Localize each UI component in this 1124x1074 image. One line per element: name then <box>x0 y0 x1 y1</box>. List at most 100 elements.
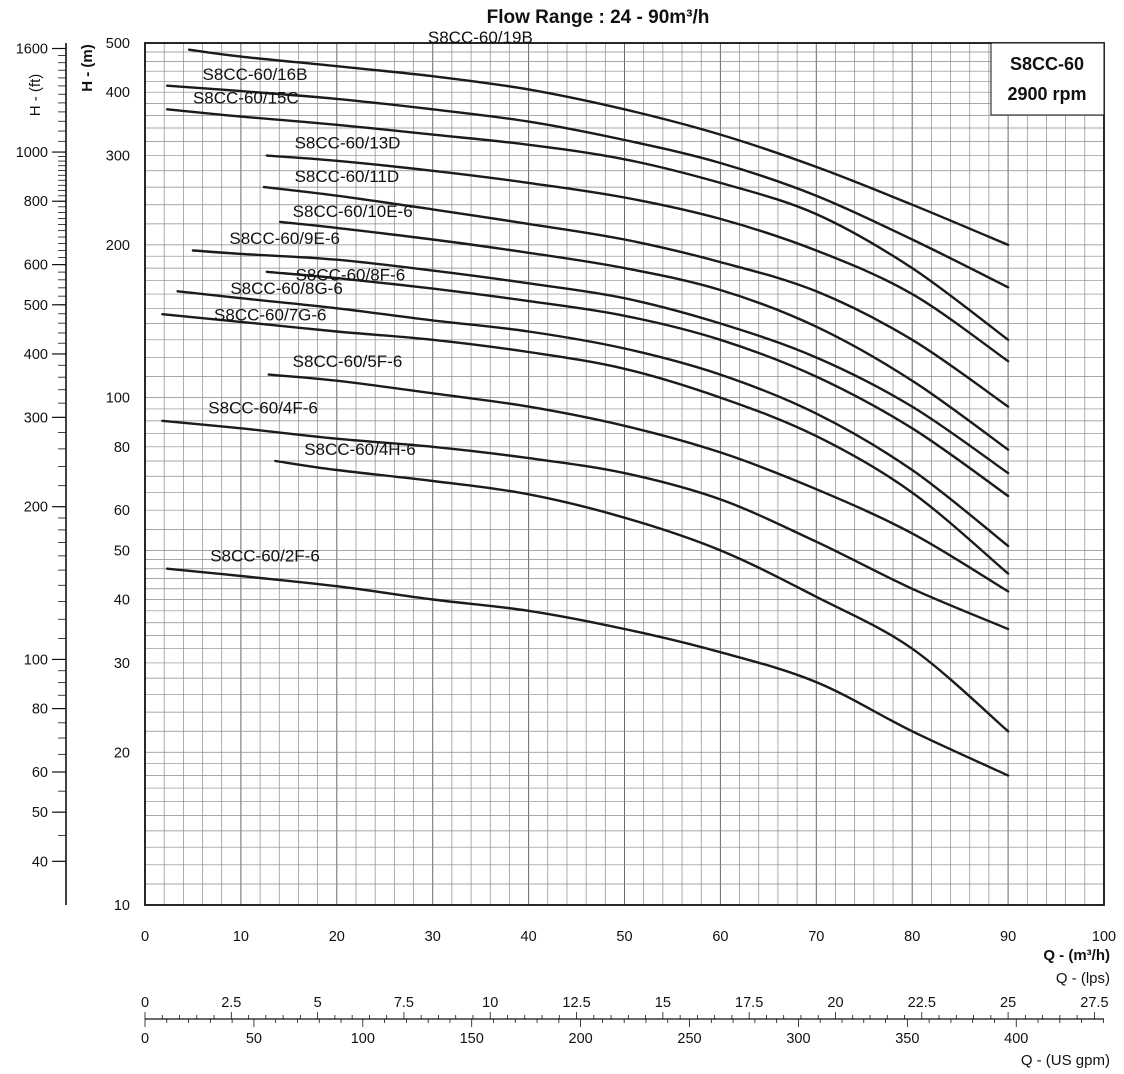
ft-tick-label: 100 <box>24 652 48 668</box>
ft-tick-label: 400 <box>24 347 48 363</box>
curve-label: S8CC-60/2F-6 <box>210 547 320 566</box>
lps-tick-label: 0 <box>141 995 149 1011</box>
y-tick-label: 60 <box>114 503 130 519</box>
secondary-axis-minor-ticks <box>144 1012 1104 1027</box>
speed-label: 2900 rpm <box>1007 84 1086 104</box>
lps-tick-label: 25 <box>1000 995 1016 1011</box>
gpm-axis-ticks: 0 50 100 150 200 250 300 350 400 <box>141 1031 1028 1047</box>
y-tick-label: 30 <box>114 656 130 672</box>
chart-title: Flow Range : 24 - 90m³/h <box>487 7 710 28</box>
gpm-tick-label: 350 <box>895 1031 919 1047</box>
y-tick-label: 20 <box>114 745 130 761</box>
x-tick-label: 90 <box>1000 929 1016 945</box>
y-tick-label: 100 <box>106 391 130 407</box>
x-tick-label: 100 <box>1092 929 1116 945</box>
y-axis-ticks: 10 20 30 40 50 60 80 100 200 300 400 500 <box>106 36 130 914</box>
curve-label: S8CC-60/11D <box>295 167 400 186</box>
y-tick-label: 200 <box>106 238 130 254</box>
gpm-tick-label: 300 <box>786 1031 810 1047</box>
gpm-tick-label: 250 <box>677 1031 701 1047</box>
curve-s8cc-60-15c <box>165 108 1010 341</box>
curve-s8cc-60-10e-6 <box>279 220 1010 451</box>
curve-s8cc-60-4h-6 <box>274 459 1010 733</box>
lps-tick-label: 7.5 <box>394 995 414 1011</box>
ft-tick-label: 200 <box>24 500 48 516</box>
curve-s8cc-60-5f-6 <box>267 373 1010 593</box>
curve-label: S8CC-60/8G-6 <box>230 279 342 298</box>
lps-tick-label: 10 <box>482 995 498 1011</box>
y-tick-label: 300 <box>106 149 130 165</box>
curve-labels-group: S8CC-60/19B S8CC-60/16B S8CC-60/15C S8CC-60… <box>193 28 533 566</box>
curve-s8cc-60-8f-6 <box>265 270 1010 498</box>
curve-s8cc-60-19b <box>187 48 1010 247</box>
ft-tick-label: 1000 <box>16 145 48 161</box>
ft-tick-label: 500 <box>24 298 48 314</box>
curve-s8cc-60-16b <box>165 84 1010 289</box>
model-box-frame <box>990 42 1105 116</box>
lps-tick-label: 2.5 <box>221 995 241 1011</box>
model-box: S8CC-60 2900 rpm <box>990 42 1105 116</box>
ft-axis-label: H - (ft) <box>27 74 44 117</box>
ft-tick-label: 300 <box>24 410 48 426</box>
gpm-tick-label: 150 <box>460 1031 484 1047</box>
curve-label: S8CC-60/8F-6 <box>296 266 406 285</box>
curve-label: S8CC-60/19B <box>428 28 533 47</box>
ft-tick-label: 40 <box>32 854 48 870</box>
ft-axis-ticks: 40 50 60 80 100 200 300 400 500 600 800 1000 1600 <box>16 41 66 870</box>
ft-tick-label: 80 <box>32 702 48 718</box>
lps-tick-label: 5 <box>314 995 322 1011</box>
x-tick-label: 10 <box>233 929 249 945</box>
curve-label: S8CC-60/15C <box>193 88 299 107</box>
y-axis-label: H - (m) <box>79 44 96 92</box>
y-tick-label: 400 <box>106 85 130 101</box>
x-tick-label: 60 <box>712 929 728 945</box>
lps-tick-label: 27.5 <box>1080 995 1108 1011</box>
lps-axis-label: Q - (lps) <box>1056 970 1110 987</box>
curve-label: S8CC-60/7G-6 <box>214 305 326 324</box>
curve-s8cc-60-4f-6 <box>161 419 1010 631</box>
x-axis-label: Q - (m³/h) <box>1043 947 1110 964</box>
lps-tick-label: 20 <box>827 995 843 1011</box>
lps-axis-ticks: 0 2.5 5 7.5 10 12.5 15 17.5 20 22.5 25 27.5 <box>141 995 1109 1011</box>
curve-s8cc-60-13d <box>265 154 1010 363</box>
ft-tick-label: 50 <box>32 805 48 821</box>
y-tick-label: 500 <box>106 36 130 52</box>
x-tick-label: 50 <box>616 929 632 945</box>
x-tick-label: 30 <box>425 929 441 945</box>
model-name: S8CC-60 <box>1010 54 1084 74</box>
gpm-tick-label: 100 <box>351 1031 375 1047</box>
curve-s8cc-60-8g-6 <box>176 290 1010 548</box>
lps-tick-label: 22.5 <box>908 995 936 1011</box>
curve-label: S8CC-60/9E-6 <box>229 229 340 248</box>
ft-tick-label: 800 <box>24 194 48 210</box>
curve-s8cc-60-2f-6 <box>165 567 1010 777</box>
gpm-tick-label: 400 <box>1004 1031 1028 1047</box>
gpm-tick-label: 50 <box>246 1031 262 1047</box>
y-tick-label: 50 <box>114 543 130 559</box>
gpm-tick-label: 0 <box>141 1031 149 1047</box>
lps-tick-label: 15 <box>655 995 671 1011</box>
curve-label: S8CC-60/5F-6 <box>293 352 403 371</box>
curve-label: S8CC-60/4F-6 <box>208 399 318 418</box>
x-tick-label: 0 <box>141 929 149 945</box>
x-tick-label: 20 <box>329 929 345 945</box>
lps-tick-label: 12.5 <box>562 995 590 1011</box>
x-tick-label: 80 <box>904 929 920 945</box>
y-tick-label: 80 <box>114 440 130 456</box>
x-axis-ticks: 0 10 20 30 40 50 60 70 80 90 100 <box>141 929 1116 945</box>
ft-tick-label: 600 <box>24 258 48 274</box>
x-tick-label: 70 <box>808 929 824 945</box>
ft-tick-label: 1600 <box>16 41 48 57</box>
curve-s8cc-60-9e-6 <box>191 249 1010 475</box>
plot-area-border <box>144 42 1105 906</box>
curve-label: S8CC-60/13D <box>295 133 401 152</box>
curves-group <box>161 48 1010 777</box>
curve-s8cc-60-11d <box>262 185 1010 408</box>
curve-label: S8CC-60/10E-6 <box>293 202 413 221</box>
ft-tick-label: 60 <box>32 765 48 781</box>
y-tick-label: 10 <box>114 898 130 914</box>
y-tick-label: 40 <box>114 593 130 609</box>
gpm-tick-label: 200 <box>569 1031 593 1047</box>
curve-label: S8CC-60/4H-6 <box>304 440 416 459</box>
